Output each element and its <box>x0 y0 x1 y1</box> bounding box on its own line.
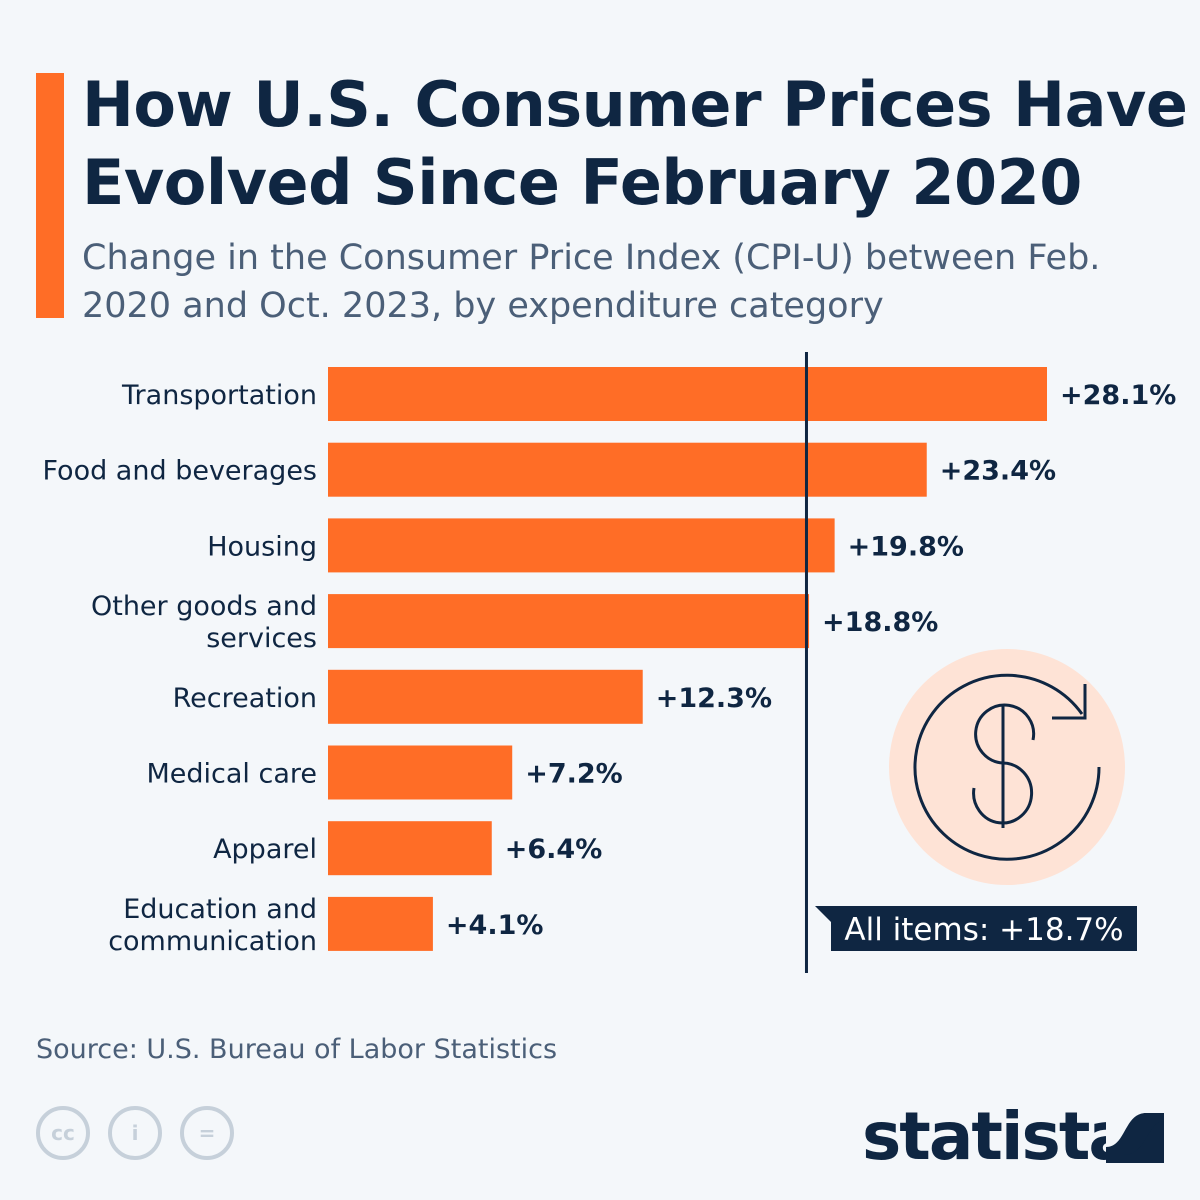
data-label: +28.1% <box>1060 380 1176 411</box>
bar <box>328 821 492 876</box>
category-label: Other goods and <box>91 591 317 622</box>
bar <box>328 442 927 497</box>
statista-logo[interactable]: statista <box>862 1098 1133 1175</box>
bar <box>328 896 433 951</box>
category-label: Housing <box>207 531 317 562</box>
data-label: +7.2% <box>525 759 623 790</box>
data-label: +6.4% <box>505 834 603 865</box>
bar <box>328 594 810 649</box>
data-label: +23.4% <box>940 456 1056 487</box>
category-label: Recreation <box>173 683 317 714</box>
bar <box>328 518 835 573</box>
category-label: Medical care <box>146 759 317 790</box>
statista-logo-mark <box>1106 1105 1164 1163</box>
bar <box>328 367 1047 421</box>
category-label: Transportation <box>121 380 317 411</box>
category-label: Education and <box>123 894 317 925</box>
category-label: Food and beverages <box>42 456 317 487</box>
bar <box>328 745 513 800</box>
data-label: +4.1% <box>446 910 544 941</box>
data-label: +18.8% <box>822 607 938 638</box>
chart-title: How U.S. Consumer Prices Have Evolved Si… <box>82 68 1188 219</box>
cc-icon[interactable]: cc <box>36 1106 90 1160</box>
dollar-refresh-icon <box>889 649 1125 885</box>
all-items-label: All items: +18.7% <box>844 912 1123 948</box>
source-note: Source: U.S. Bureau of Labor Statistics <box>36 1034 558 1065</box>
all-items-callout <box>831 906 1137 951</box>
category-label: Apparel <box>213 834 317 865</box>
chart-subtitle: Change in the Consumer Price Index (CPI-… <box>82 238 1101 326</box>
attribution-icon[interactable]: i <box>108 1106 162 1160</box>
callout-tab <box>815 906 831 922</box>
category-label: communication <box>108 926 317 957</box>
no-derivatives-icon[interactable]: = <box>180 1106 234 1160</box>
data-label: +19.8% <box>848 531 964 562</box>
data-label: +12.3% <box>656 683 772 714</box>
bar <box>328 669 643 724</box>
category-label: services <box>206 623 317 654</box>
title-accent-bar <box>36 73 64 318</box>
